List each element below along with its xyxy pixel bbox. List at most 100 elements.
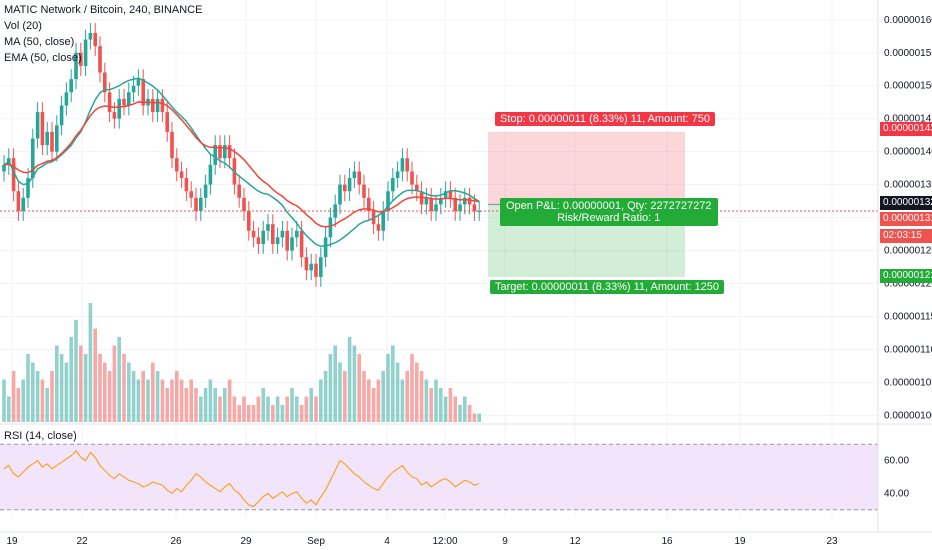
pnl-label[interactable]: Open P&L: 0.00000001, Qty: 2272727272 Ri… (500, 198, 718, 226)
candle-body (227, 145, 232, 159)
volume-bar (333, 345, 337, 422)
candle-body (45, 131, 49, 146)
candle-body (50, 131, 54, 152)
stop-zone (488, 131, 685, 205)
candle-body (31, 138, 35, 179)
candle-body (141, 79, 145, 106)
ema-legend[interactable]: EMA (50, close) (4, 52, 82, 64)
volume-bar (367, 379, 371, 422)
candle-body (275, 237, 280, 244)
candle-body (477, 211, 481, 212)
volume-bar (453, 396, 457, 422)
volume-bar (304, 396, 309, 422)
volume-bar (319, 379, 323, 422)
volume-bar (237, 405, 241, 422)
time-tick-label: 23 (826, 536, 838, 547)
volume-bar (424, 379, 429, 422)
price-tick-label: 0.00000140 (884, 147, 932, 158)
volume-bar (112, 345, 117, 422)
candle-body (333, 204, 337, 218)
candle-body (69, 79, 73, 93)
candle-body (463, 197, 467, 205)
price-tick-label: 0.00000160 (884, 15, 932, 26)
candle-body (11, 158, 16, 192)
candle-body (64, 92, 69, 106)
rsi-legend[interactable]: RSI (14, close) (4, 430, 77, 442)
candle-body (410, 171, 414, 185)
volume-bar (31, 362, 35, 422)
candle-body (55, 125, 59, 152)
candle-body (112, 112, 117, 119)
volume-bar (45, 388, 49, 422)
volume-bar (74, 320, 78, 422)
volume-bar (122, 354, 126, 422)
volume-bar (256, 396, 261, 422)
candle-body (424, 197, 429, 205)
volume-bar (7, 396, 11, 422)
volume-bar (467, 405, 472, 422)
candle-body (386, 191, 390, 211)
candle-body (266, 224, 270, 231)
ma-legend[interactable]: MA (50, close) (4, 36, 75, 48)
rsi-tick-label: 40.00 (884, 488, 909, 499)
volume-bar (103, 362, 107, 422)
candle-body (184, 178, 189, 192)
volume-bar (472, 413, 477, 422)
candle-body (208, 164, 213, 185)
volume-bar (309, 388, 313, 422)
candle-body (347, 178, 352, 192)
volume-bar (381, 371, 385, 422)
price-tick-label: 0.00000110 (884, 344, 932, 355)
candle-body (21, 197, 25, 211)
candle-body (88, 32, 93, 40)
volume-bar (391, 345, 395, 422)
candle-body (251, 230, 256, 238)
price-tick-label: 0.00000155 (884, 48, 932, 59)
candle-body (175, 158, 179, 172)
volume-bar (93, 328, 97, 422)
volume-bar (64, 362, 69, 422)
volume-bar (26, 354, 30, 422)
candle-body (453, 197, 457, 211)
volume-bar (463, 396, 467, 422)
volume-bar (98, 354, 102, 422)
volume-bar (59, 354, 64, 422)
candle-body (98, 46, 102, 73)
volume-bar (170, 379, 174, 422)
price-tick-label: 0.00000135 (884, 180, 932, 191)
candle-body (213, 145, 217, 165)
rsi-band (0, 444, 878, 510)
target-label[interactable]: Target: 0.00000011 (8.33%) 11, Amount: 1… (490, 280, 725, 294)
volume-bar (395, 362, 400, 422)
vol-legend[interactable]: Vol (20) (4, 20, 42, 32)
volume-bar (429, 388, 433, 422)
volume-bar (155, 371, 160, 422)
volume-bar (434, 379, 438, 422)
candle-body (2, 164, 6, 172)
candle-body (127, 92, 131, 106)
time-tick-label: 4 (384, 536, 390, 547)
volume-bar (232, 396, 237, 422)
volume-bar (352, 345, 357, 422)
time-tick-label: 22 (76, 536, 88, 547)
price-tick-label: 0.00000150 (884, 81, 932, 92)
symbol-title[interactable]: MATIC Network / Bitcoin, 240, BINANCE (4, 4, 203, 16)
candle-body (299, 230, 304, 258)
time-tick-label: 12 (569, 536, 581, 547)
candle-body (400, 158, 405, 172)
candle-body (203, 184, 208, 198)
volume-bar (371, 388, 376, 422)
volume-bar (2, 379, 6, 422)
volume-bar (151, 362, 155, 422)
stop-label[interactable]: Stop: 0.00000011 (8.33%) 11, Amount: 750 (495, 112, 715, 126)
volume-bar (223, 388, 227, 422)
volume-bar (357, 354, 361, 422)
candle-body (131, 85, 136, 93)
candle-body (261, 230, 265, 244)
candle-body (304, 257, 309, 271)
candle-body (155, 98, 160, 113)
candle-body (271, 224, 275, 244)
volume-bar (55, 345, 59, 422)
volume-bar (314, 396, 318, 422)
